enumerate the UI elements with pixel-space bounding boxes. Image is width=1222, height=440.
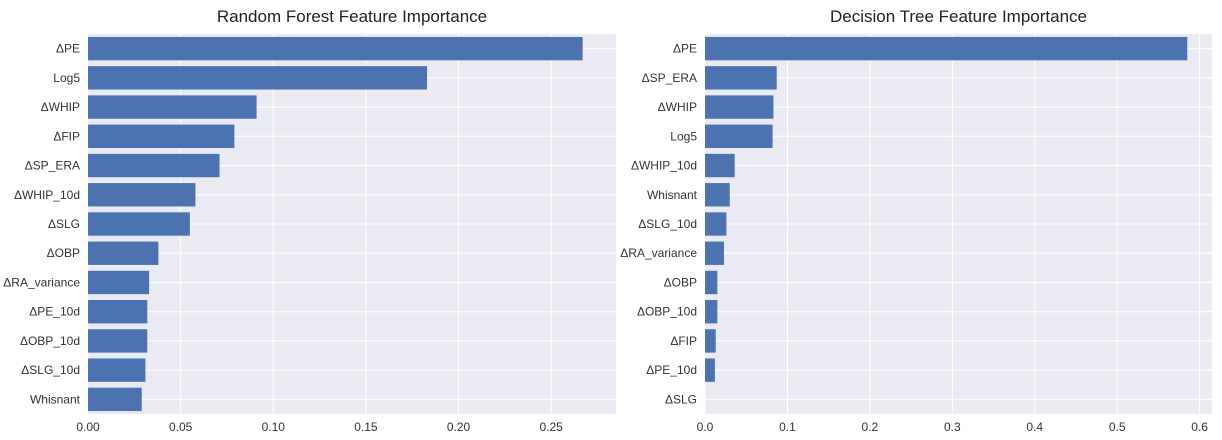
category-label: ΔOBP_10d	[20, 334, 80, 348]
x-tick-label: 0.4	[1026, 420, 1043, 434]
bar	[88, 95, 257, 119]
bar	[705, 212, 727, 236]
category-labels: ΔPE Log5 ΔWHIP ΔFIP ΔSP_ERA ΔWHIP_10d ΔSLG ΔOBP…	[3, 42, 80, 407]
category-label: ΔWHIP_10d	[14, 188, 80, 202]
category-label: ΔRA_variance	[3, 275, 80, 289]
category-label: ΔWHIP	[41, 100, 80, 114]
category-label: ΔWHIP_10d	[631, 159, 697, 173]
bar	[705, 329, 716, 353]
category-label: ΔSLG	[48, 217, 80, 231]
bar	[705, 153, 735, 178]
x-tick-label: 0.0	[697, 420, 714, 434]
bar	[88, 329, 148, 353]
category-label: Log5	[670, 129, 697, 143]
x-tick-label: 0.6	[1191, 420, 1208, 434]
category-label: Whisnant	[647, 188, 698, 202]
bar	[88, 300, 148, 324]
category-label: ΔPE	[673, 42, 697, 56]
bar	[705, 270, 718, 295]
category-label: ΔSP_ERA	[642, 71, 697, 85]
category-label: ΔOBP	[664, 275, 697, 289]
category-label: ΔPE_10d	[29, 305, 80, 319]
bar	[705, 300, 718, 324]
bar	[705, 183, 730, 207]
bar	[88, 387, 142, 412]
bar	[88, 124, 235, 148]
bar	[705, 36, 1188, 61]
bar	[705, 241, 724, 265]
category-label: ΔSP_ERA	[25, 159, 80, 173]
category-label: ΔSLG_10d	[638, 217, 697, 231]
x-tick-label: 0.1	[779, 420, 796, 434]
bar	[88, 36, 583, 61]
category-label: ΔWHIP	[658, 100, 697, 114]
category-label: ΔSLG	[665, 392, 697, 406]
bar	[88, 241, 159, 265]
x-tick-label: 0.15	[354, 420, 378, 434]
bar	[88, 153, 220, 178]
bar	[88, 212, 190, 236]
category-labels: ΔPE ΔSP_ERA ΔWHIP Log5 ΔWHIP_10d Whisnant ΔSLG…	[620, 42, 697, 407]
x-tick-label: 0.10	[262, 420, 286, 434]
category-label: ΔPE	[56, 42, 80, 56]
random-forest-chart: ΔPE Log5 ΔWHIP ΔFIP ΔSP_ERA ΔWHIP_10d ΔSLG ΔOBP…	[3, 7, 616, 434]
bar	[705, 95, 774, 119]
bar	[705, 66, 777, 90]
x-tick-label: 0.20	[447, 420, 471, 434]
bar	[88, 66, 428, 90]
x-tick-label: 0.05	[169, 420, 193, 434]
chart-title: Decision Tree Feature Importance	[830, 7, 1087, 26]
x-tick-labels: 0.00 0.05 0.10 0.15 0.20 0.25	[76, 420, 563, 434]
bar	[705, 124, 773, 148]
bars	[705, 36, 1188, 382]
category-label: ΔPE_10d	[646, 363, 697, 377]
category-label: Log5	[53, 71, 80, 85]
x-tick-labels: 0.0 0.1 0.2 0.3 0.4 0.5 0.6	[697, 420, 1209, 434]
category-label: ΔOBP	[47, 246, 80, 260]
category-label: ΔRA_variance	[620, 246, 697, 260]
bar	[88, 358, 146, 382]
x-tick-label: 0.2	[862, 420, 879, 434]
category-label: ΔFIP	[670, 334, 697, 348]
x-tick-label: 0.00	[76, 420, 100, 434]
chart-title: Random Forest Feature Importance	[217, 7, 487, 26]
bars	[88, 36, 583, 412]
category-label: ΔSLG_10d	[21, 363, 80, 377]
bar	[88, 183, 196, 207]
x-tick-label: 0.3	[944, 420, 961, 434]
bar	[705, 358, 715, 382]
decision-tree-chart: ΔPE ΔSP_ERA ΔWHIP Log5 ΔWHIP_10d Whisnant ΔSLG…	[620, 7, 1212, 434]
category-label: Whisnant	[30, 392, 81, 406]
bar	[88, 270, 150, 295]
x-tick-label: 0.25	[539, 420, 563, 434]
x-tick-label: 0.5	[1109, 420, 1126, 434]
category-label: ΔFIP	[53, 129, 80, 143]
category-label: ΔOBP_10d	[637, 305, 697, 319]
